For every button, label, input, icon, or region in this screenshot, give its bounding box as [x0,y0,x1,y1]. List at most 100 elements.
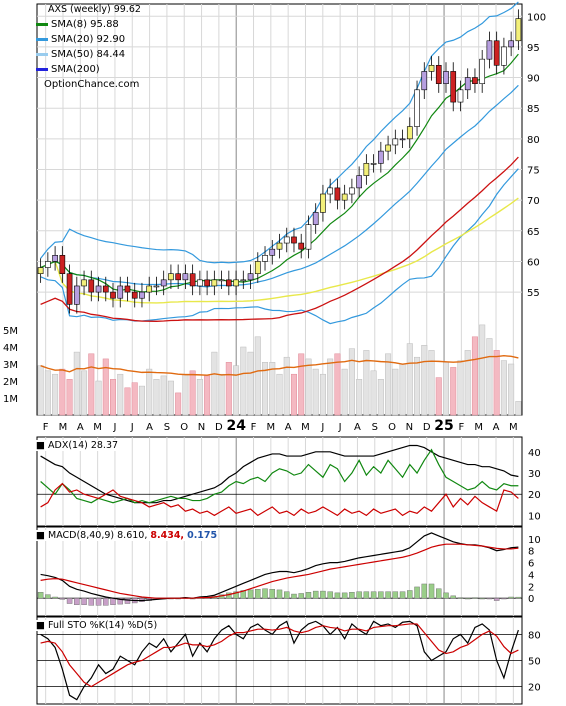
volume-bar [175,392,182,416]
volume-average-line [40,354,519,376]
candle-body [240,279,247,282]
volume-tick-label: 4M [3,343,18,354]
legend-sma200-label: SMA(200) [51,64,100,75]
macd-histogram-bar [327,591,333,599]
volume-bar [276,373,283,416]
legend-sma20: SMA(20) 92.90 [36,33,125,46]
candle-body [95,285,102,293]
x-tick-label: J [112,422,116,433]
candle-body [175,273,181,281]
sto-marker: ■ [36,620,48,631]
macd-histogram-bar [421,583,428,599]
candle-body [312,212,319,225]
macd-tick-label: 8 [528,547,534,558]
adx-title: ■ ADX(14) 28.37 [36,440,119,451]
price-tick-label: 70 [527,196,540,207]
candle-body [320,193,326,213]
macd-histogram-bar [95,598,102,606]
volume-bar [428,350,435,416]
adx-tick-label: 20 [528,490,541,501]
x-tick-label: O [388,422,396,433]
volume-bar [254,336,261,416]
macd-histogram-bar [81,598,87,605]
volume-bar [124,387,131,416]
volume-bar [486,338,493,416]
candle-body [327,187,334,195]
candle-body [349,187,355,195]
macd-histogram-bar [436,588,442,599]
candle-body [160,279,167,287]
candle-body [110,291,116,299]
candle-body [472,77,478,84]
candle-body [464,77,471,91]
candle-body [356,175,362,189]
volume-bar [66,379,73,416]
candle-body [153,285,160,288]
macd-histogram-bar [37,592,44,599]
x-tick-label: M [509,422,518,433]
x-tick-label: D [215,422,223,433]
macd-histogram-bar [110,598,116,605]
candle-body [225,279,232,287]
volume-bar [406,343,413,416]
sto-d-line [40,623,519,688]
volume-bar [298,353,305,416]
x-tick-label: A [77,422,84,433]
macd-histogram-bar [312,590,319,599]
macd-histogram-bar [356,591,362,599]
volume-bar [262,362,269,416]
legend-sma20-swatch [36,37,48,41]
volume-bar [52,373,59,416]
lower-band-line [40,168,519,325]
adx-adx-line [40,444,519,504]
x-tick-label: D [423,422,431,433]
sto-title-text: Full STO %K(14) %D(5) [48,620,158,631]
candle-body [73,285,80,305]
volume-bar [464,350,471,416]
volume-bar [290,373,297,416]
candle-body [117,285,124,299]
macd-histogram-bar [320,590,326,599]
legend-sma50-swatch [36,52,48,56]
volume-bar [508,363,515,416]
x-tick-label: J [338,422,342,433]
volume-bar [370,370,377,416]
volume-bar [95,380,102,416]
candle-body [262,255,268,262]
price-tick-label: 65 [527,227,540,238]
volume-bar [204,375,211,416]
legend-sma200-swatch [36,67,48,71]
volume-tick-label: 5M [3,326,18,337]
price-tick-label: 80 [527,135,540,146]
volume-bar [312,368,319,416]
macd-histogram-bar [52,596,58,599]
volume-bar [233,365,240,416]
candle-body [88,279,95,293]
candle-body [37,267,44,275]
macd-title: ■ MACD(8,40,9) 8.610, 8.434, 0.175 [36,530,218,541]
macd-histogram-bar [269,589,275,599]
candle-body [59,255,66,275]
volume-tick-label: 1M [3,394,18,405]
candle-body [291,236,297,244]
volume-bar [377,379,384,416]
x-tick-label: M [59,422,68,433]
candle-body [450,71,457,103]
candle-body [66,273,73,305]
candle-body [298,242,305,250]
legend-sma200: SMA(200) [36,63,100,76]
volume-bar [110,379,117,416]
macd-histogram-bar [443,592,449,599]
x-tick-label: M [93,422,102,433]
volume-bar [421,345,428,416]
macd-histogram-bar [450,595,456,599]
volume-bar [450,367,457,416]
sto-tick-label: 80 [528,630,541,641]
macd-histogram-bar [103,598,109,606]
candle-body [269,248,276,256]
candle-body [378,150,384,164]
macd-tick-label: 0 [528,594,534,605]
volume-bar [348,348,355,416]
candle-body [168,273,174,281]
volume-bar [356,379,363,416]
